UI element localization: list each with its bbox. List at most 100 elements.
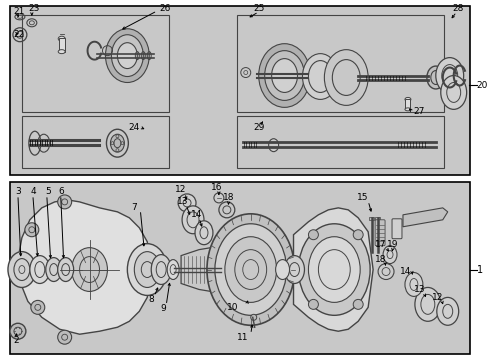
Ellipse shape [268,139,278,152]
Ellipse shape [275,260,289,279]
Text: 24: 24 [128,123,139,132]
Text: 18: 18 [375,255,386,264]
Bar [405,99,409,109]
Text: 15: 15 [357,193,368,202]
Ellipse shape [352,300,363,309]
Ellipse shape [134,252,160,287]
Polygon shape [293,208,372,331]
Ellipse shape [30,256,50,283]
Ellipse shape [308,300,318,309]
Ellipse shape [58,330,72,344]
Text: 27: 27 [412,107,424,116]
Ellipse shape [58,36,65,41]
Ellipse shape [404,98,410,102]
Ellipse shape [111,35,143,77]
Ellipse shape [58,50,65,54]
FancyBboxPatch shape [391,219,401,239]
Text: 7: 7 [131,203,137,212]
Text: 23: 23 [29,4,40,13]
Ellipse shape [352,230,363,240]
Text: 10: 10 [226,303,238,312]
Bar [236,15,443,112]
Ellipse shape [224,237,276,302]
Polygon shape [181,248,221,292]
Ellipse shape [308,230,318,240]
Bar [22,15,169,112]
Text: 21: 21 [13,7,24,16]
Ellipse shape [404,273,422,296]
Ellipse shape [182,206,203,234]
Bar [10,182,468,354]
Text: 13: 13 [177,197,188,206]
Bar [374,217,379,220]
Text: 22: 22 [13,30,24,39]
Bar [10,6,468,175]
Text: 12: 12 [175,185,186,194]
Ellipse shape [178,194,196,212]
Polygon shape [18,200,151,334]
Ellipse shape [46,258,61,282]
Text: 29: 29 [252,123,264,132]
Ellipse shape [258,44,310,107]
Ellipse shape [308,60,332,93]
Ellipse shape [105,29,149,82]
Text: 19: 19 [386,240,398,249]
Ellipse shape [302,54,338,99]
Ellipse shape [10,323,26,339]
Text: 11: 11 [237,333,248,342]
Ellipse shape [271,59,297,93]
Ellipse shape [219,202,234,218]
Ellipse shape [426,66,444,89]
Text: 1: 1 [476,265,482,275]
Text: 25: 25 [252,4,264,13]
Text: 6: 6 [59,188,64,197]
Text: 8: 8 [148,295,154,304]
Text: 3: 3 [15,188,21,197]
Ellipse shape [72,248,107,292]
Text: 4: 4 [31,188,37,197]
Ellipse shape [106,129,128,157]
Text: 28: 28 [451,4,463,13]
Ellipse shape [436,297,458,325]
Bar [59,38,64,51]
Ellipse shape [414,287,440,321]
Ellipse shape [206,214,294,325]
Ellipse shape [284,256,304,283]
Circle shape [250,314,256,320]
Ellipse shape [298,224,369,315]
Text: 14: 14 [191,210,203,219]
Ellipse shape [215,224,286,315]
Ellipse shape [264,51,304,100]
Ellipse shape [324,50,367,105]
Ellipse shape [377,264,393,279]
Text: 9: 9 [160,304,166,313]
Text: 12: 12 [431,293,443,302]
Ellipse shape [110,134,124,152]
Ellipse shape [404,108,410,111]
Bar [368,217,373,220]
Ellipse shape [308,237,360,302]
Ellipse shape [440,76,466,109]
Polygon shape [402,208,447,227]
Text: 5: 5 [45,188,51,197]
Ellipse shape [8,252,36,287]
Bar [236,116,443,168]
Text: 13: 13 [413,285,425,294]
Text: 14: 14 [400,267,411,276]
Text: 2: 2 [13,336,19,345]
Ellipse shape [151,255,171,284]
FancyBboxPatch shape [374,220,384,246]
Ellipse shape [435,58,463,94]
Ellipse shape [213,193,224,203]
Text: 17: 17 [375,240,386,249]
Ellipse shape [58,258,74,282]
Text: 18: 18 [223,193,234,202]
Ellipse shape [58,195,72,209]
Ellipse shape [195,221,212,245]
Ellipse shape [31,300,45,314]
Bar [22,116,169,168]
Text: 16: 16 [211,184,222,193]
Ellipse shape [127,244,167,296]
Ellipse shape [332,60,360,95]
Ellipse shape [117,43,137,68]
